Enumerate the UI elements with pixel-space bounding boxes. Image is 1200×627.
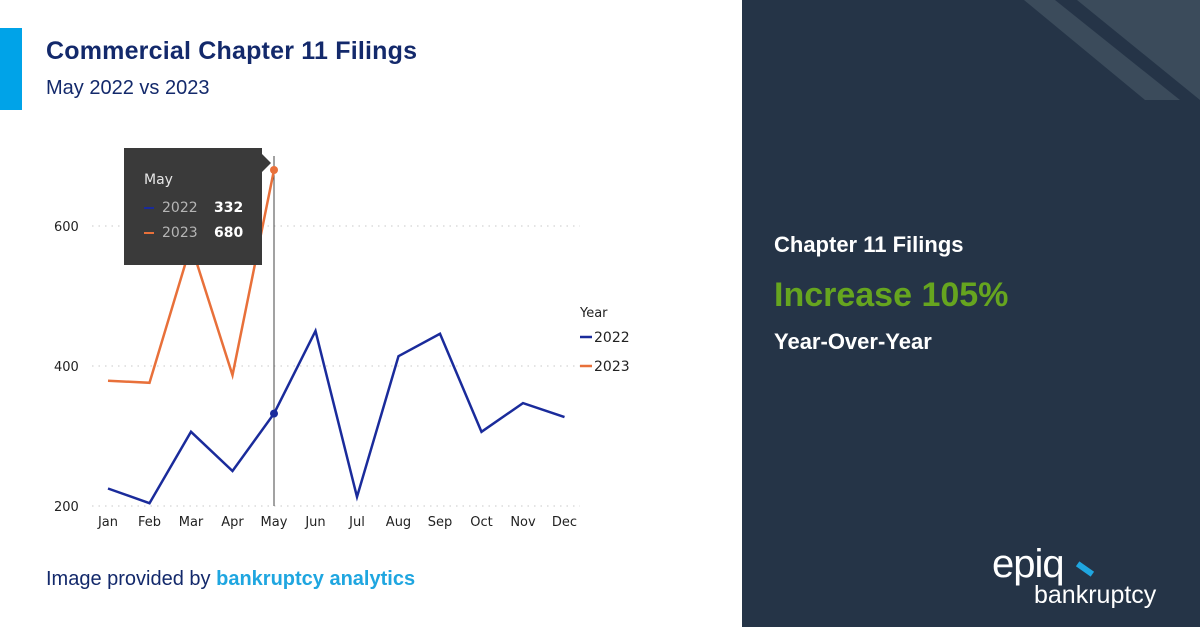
logo-bankruptcy-text: bankruptcy (1034, 581, 1157, 609)
x-tick-label: Jun (304, 515, 325, 530)
title-accent-bar (0, 28, 22, 110)
tooltip-row-2023: 2023 680 (144, 225, 243, 241)
x-tick-label: Nov (510, 515, 536, 530)
y-tick-label: 200 (54, 500, 79, 515)
stat-heading: Chapter 11 Filings (774, 232, 964, 257)
y-tick-label: 600 (54, 220, 79, 235)
decorative-stripes-icon (1024, 0, 1200, 100)
x-tick-label: Oct (470, 515, 492, 530)
chart-title: Commercial Chapter 11 Filings (46, 37, 418, 65)
series-swatch-icon (144, 207, 154, 209)
logo-q-accent-icon (1075, 561, 1095, 577)
stat-subheading: Year-Over-Year (774, 329, 932, 354)
epiq-bankruptcy-logo: epiq bankruptcy (992, 542, 1192, 618)
legend-title: Year (579, 306, 608, 321)
series-line-2022[interactable] (107, 327, 565, 505)
logo-epiq-text: epiq (992, 542, 1065, 586)
stat-highlight: Increase 105% (774, 276, 1009, 314)
line-chart[interactable]: 200 400 600 Jan Feb Mar Apr May Jun Jul Aug Sep Oct N… (40, 140, 660, 550)
credit-brand: bankruptcy analytics (216, 568, 416, 590)
legend-item-2022[interactable]: 2022 (594, 330, 630, 346)
image-credit: Image provided by bankruptcy analytics (46, 568, 416, 590)
x-tick-label: Aug (386, 515, 411, 530)
x-tick-label: Jul (348, 515, 365, 530)
hover-point-2023[interactable] (270, 166, 278, 174)
left-panel: Commercial Chapter 11 Filings May 2022 v… (0, 28, 660, 590)
chart-tooltip: May 2022 332 2023 680 (124, 148, 262, 265)
x-tick-label: May (261, 515, 288, 530)
x-tick-label: Jan (97, 515, 118, 530)
tooltip-title: May (144, 172, 173, 188)
x-tick-label: Mar (179, 515, 204, 530)
chart-subtitle: May 2022 vs 2023 (46, 77, 210, 99)
x-tick-label: Sep (428, 515, 453, 530)
x-tick-label: Dec (552, 515, 577, 530)
hover-point-2022[interactable] (270, 409, 278, 418)
legend-item-2023[interactable]: 2023 (594, 359, 630, 375)
x-tick-label: Feb (138, 515, 161, 530)
right-panel: Chapter 11 Filings Increase 105% Year-Ov… (742, 0, 1200, 627)
tooltip-pointer-icon (262, 154, 271, 172)
x-tick-label: Apr (221, 515, 244, 530)
series-swatch-icon (144, 232, 154, 234)
tooltip-row-2022: 2022 332 (144, 200, 243, 216)
chart-plot[interactable]: 200 400 600 Jan Feb Mar Apr May Jun Jul Aug Sep Oct N… (40, 140, 660, 550)
y-tick-label: 400 (54, 360, 79, 375)
